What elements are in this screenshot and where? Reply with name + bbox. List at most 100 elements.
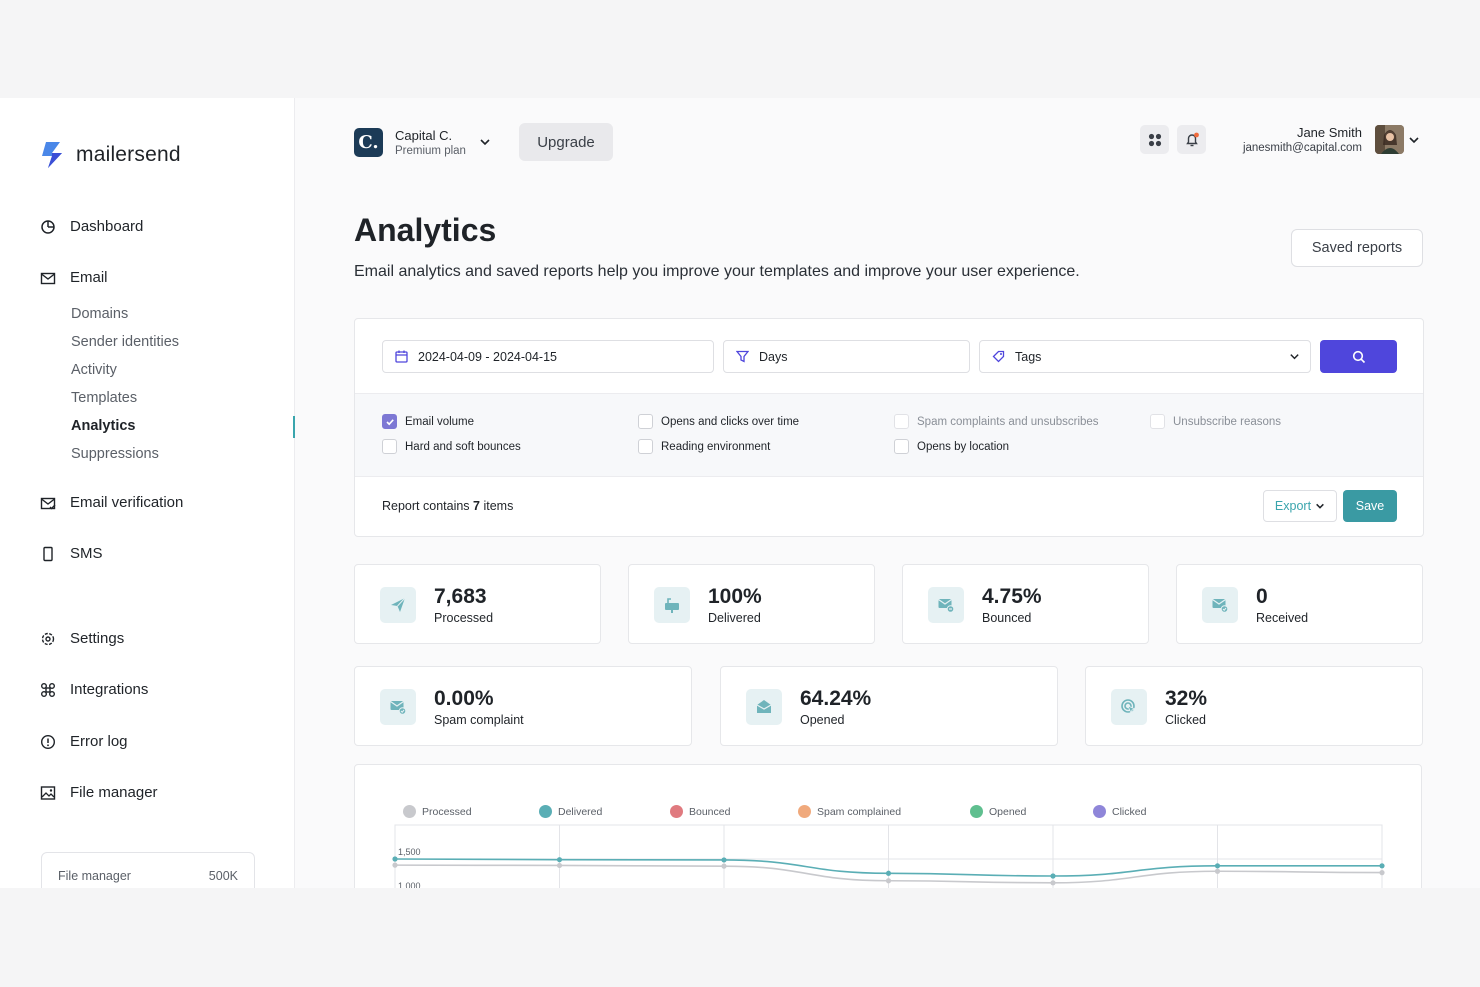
interval-value: Days (759, 349, 788, 364)
interval-field[interactable]: Days (723, 340, 970, 373)
alert-circle-icon (40, 734, 56, 749)
search-button[interactable] (1320, 340, 1397, 373)
report-prefix: Report contains (382, 499, 474, 513)
active-indicator (293, 416, 295, 438)
tags-select[interactable]: Tags (979, 340, 1311, 373)
account-name[interactable]: Capital C. (395, 128, 453, 143)
data-point (392, 862, 398, 868)
checkbox-bounces[interactable]: Hard and soft bounces (382, 439, 521, 454)
nav-dashboard[interactable]: Dashboard (40, 218, 143, 235)
upgrade-button[interactable]: Upgrade (519, 123, 613, 161)
checkbox-box[interactable] (638, 414, 653, 429)
data-point (721, 863, 727, 869)
account-plan: Premium plan (395, 145, 466, 157)
checkbox-box[interactable] (1150, 414, 1165, 429)
checkbox-box[interactable] (894, 414, 909, 429)
nav-integrations[interactable]: Integrations (40, 681, 148, 698)
stat-value: 32% (1165, 687, 1208, 710)
notifications-button[interactable] (1177, 125, 1206, 154)
tag-icon (992, 350, 1005, 363)
data-point (1214, 863, 1221, 869)
data-point (885, 878, 892, 884)
avatar[interactable] (1375, 125, 1404, 154)
app-frame: mailersend Dashboard Email Domains Sende… (0, 98, 1480, 888)
nav-domains[interactable]: Domains (71, 306, 129, 322)
date-range-value: 2024-04-09 - 2024-04-15 (418, 349, 557, 364)
checkbox-email-volume[interactable]: Email volume (382, 414, 474, 429)
page-description: Email analytics and saved reports help y… (354, 263, 1080, 280)
legend-item[interactable]: Bounced (670, 805, 730, 818)
report-count: 7 (473, 499, 480, 513)
account-logo[interactable]: C. (354, 128, 383, 157)
user-name: Jane Smith (1296, 125, 1362, 140)
checkbox-label: Spam complaints and unsubscribes (917, 415, 1099, 428)
sidebar: mailersend Dashboard Email Domains Sende… (0, 98, 295, 888)
checkbox-box[interactable] (638, 439, 653, 454)
check-icon (385, 418, 394, 425)
legend-label: Processed (422, 805, 472, 818)
checkbox-unsubscribe-reasons[interactable]: Unsubscribe reasons (1150, 414, 1281, 429)
nav-integrations-label: Integrations (70, 681, 149, 698)
chevron-down-icon[interactable] (1408, 134, 1420, 146)
save-button[interactable]: Save (1343, 490, 1397, 522)
checkbox-box[interactable] (894, 439, 909, 454)
tags-placeholder: Tags (1015, 349, 1042, 364)
checkbox-opens-clicks[interactable]: Opens and clicks over time (638, 414, 799, 429)
legend-item[interactable]: Delivered (539, 805, 602, 818)
legend-dot (670, 805, 683, 818)
date-range-field[interactable]: 2024-04-09 - 2024-04-15 (382, 340, 714, 373)
saved-reports-button[interactable]: Saved reports (1291, 229, 1423, 267)
checkbox-reading-environment[interactable]: Reading environment (638, 439, 770, 454)
nav-dashboard-label: Dashboard (70, 218, 144, 235)
nav-analytics[interactable]: Analytics (71, 418, 136, 434)
nav-error-log[interactable]: Error log (40, 733, 128, 750)
checkbox-box[interactable] (382, 439, 397, 454)
legend-item[interactable]: Opened (970, 805, 1026, 818)
report-suffix: items (479, 499, 514, 513)
nav-error-log-label: Error log (70, 733, 128, 750)
chart-plot: 1,500 1,000 (392, 824, 1385, 888)
nav-file-manager[interactable]: File manager (40, 784, 158, 801)
apps-button[interactable] (1140, 125, 1169, 154)
email-icon (40, 272, 56, 284)
checkbox-opens-location[interactable]: Opens by location (894, 439, 1009, 454)
stat-card-received: 0 Received (1176, 564, 1423, 644)
chevron-down-icon[interactable] (479, 136, 491, 148)
calendar-icon (395, 350, 408, 363)
click-icon (1111, 689, 1147, 725)
nav-suppressions[interactable]: Suppressions (71, 446, 159, 462)
nav-email[interactable]: Email (40, 269, 108, 286)
export-button[interactable]: Export (1263, 490, 1337, 522)
mailbox-icon (654, 587, 690, 623)
chevron-down-icon (1290, 354, 1299, 360)
image-icon (40, 785, 56, 800)
legend-item[interactable]: Clicked (1093, 805, 1146, 818)
checkbox-spam-unsubscribes[interactable]: Spam complaints and unsubscribes (894, 414, 1099, 429)
nav-settings[interactable]: Settings (40, 630, 124, 647)
search-icon (1352, 350, 1365, 363)
report-count-text: Report contains 7 items (382, 499, 513, 513)
nav-templates[interactable]: Templates (71, 390, 138, 406)
nav-activity[interactable]: Activity (71, 362, 117, 378)
nav-sender-identities[interactable]: Sender identities (71, 334, 180, 350)
brand-logo[interactable]: mailersend (40, 142, 181, 168)
checkbox-box[interactable] (382, 414, 397, 429)
nav-email-verification[interactable]: Email verification (40, 494, 183, 511)
chevron-down-icon (1316, 503, 1324, 509)
nav-sms[interactable]: SMS (40, 545, 103, 562)
data-point (1379, 870, 1385, 876)
file-manager-usage-value: 500K (208, 869, 238, 883)
file-manager-usage[interactable]: File manager 500K (41, 852, 255, 888)
email-volume-chart: Processed Delivered Bounced Spam complained… (354, 764, 1422, 888)
stat-label: Clicked (1165, 713, 1206, 727)
mail-check-icon (1202, 587, 1238, 623)
stat-value: 64.24% (800, 687, 872, 710)
mail-bounce-icon (928, 587, 964, 623)
legend-item[interactable]: Processed (403, 805, 472, 818)
page-title: Analytics (354, 212, 497, 248)
nav-sms-label: SMS (70, 545, 103, 562)
brand-name: mailersend (76, 143, 181, 166)
legend-dot (539, 805, 552, 818)
legend-item[interactable]: Spam complained (798, 805, 901, 818)
checkbox-label: Opens by location (917, 440, 1010, 453)
